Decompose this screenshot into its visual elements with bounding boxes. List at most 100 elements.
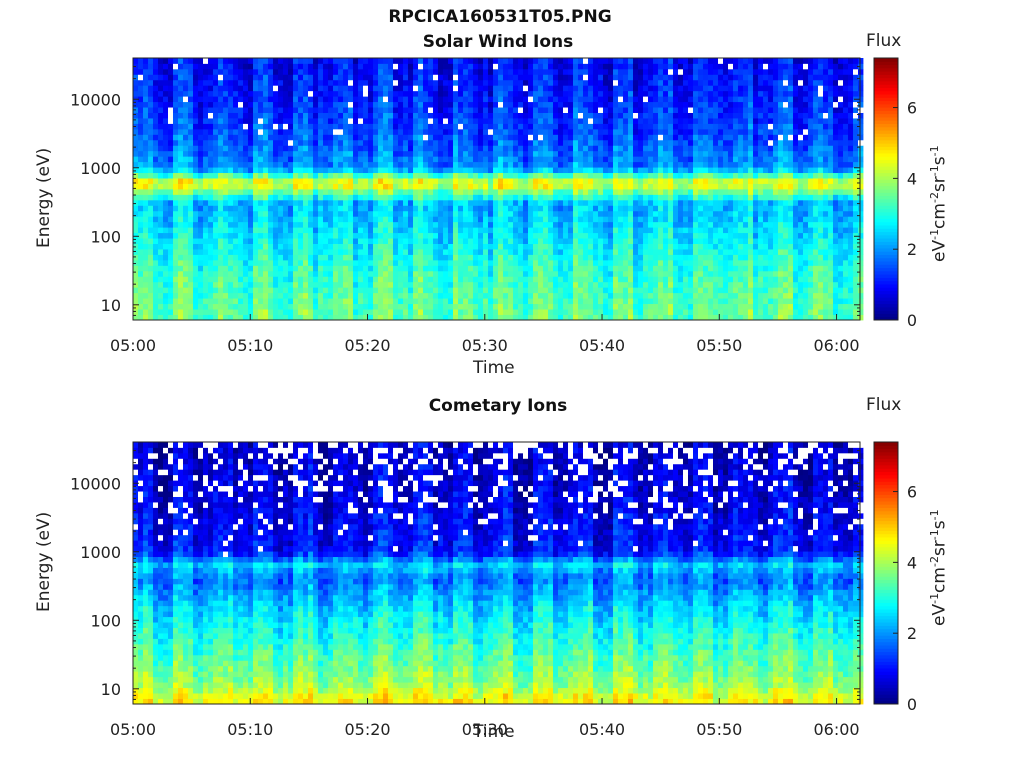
heatmap-cell	[433, 216, 439, 223]
heatmap-cell	[393, 194, 399, 201]
heatmap-cell	[188, 145, 194, 152]
heatmap-cell	[193, 232, 199, 239]
heatmap-cell	[473, 101, 479, 108]
heatmap-cell	[533, 232, 539, 239]
heatmap-cell	[223, 309, 229, 315]
heatmap-cell	[583, 139, 589, 146]
heatmap-cell	[458, 210, 464, 217]
heatmap-cell	[453, 63, 459, 70]
heatmap-cell	[148, 199, 154, 206]
heatmap-cell	[353, 216, 359, 223]
heatmap-cell	[193, 139, 199, 146]
heatmap-cell	[598, 101, 604, 108]
heatmap-cell	[513, 58, 519, 64]
heatmap-cell	[518, 167, 524, 174]
heatmap-cell	[598, 254, 604, 261]
heatmap-cell	[168, 270, 174, 277]
heatmap-cell	[628, 221, 634, 228]
heatmap-cell	[173, 298, 179, 305]
heatmap-cell	[518, 90, 524, 97]
heatmap-cell	[208, 232, 214, 239]
heatmap-cell	[188, 314, 194, 321]
heatmap-cell	[178, 118, 184, 124]
heatmap-cell	[138, 90, 144, 97]
heatmap-cell	[263, 58, 269, 64]
heatmap-cell	[623, 243, 629, 250]
heatmap-cell	[523, 79, 529, 86]
heatmap-cell	[363, 85, 369, 92]
heatmap-cell	[323, 118, 329, 124]
heatmap-cell	[628, 167, 634, 174]
heatmap-cell	[438, 287, 444, 294]
heatmap-cell	[428, 156, 434, 163]
heatmap-cell	[583, 249, 589, 255]
heatmap-cell	[383, 227, 389, 234]
heatmap-cell	[218, 232, 224, 239]
heatmap-cell	[208, 189, 214, 195]
heatmap-cell	[358, 134, 364, 141]
heatmap-cell	[538, 183, 544, 190]
heatmap-cell	[603, 183, 609, 190]
heatmap-cell	[603, 276, 609, 283]
heatmap-cell	[323, 221, 329, 228]
heatmap-cell	[248, 309, 254, 315]
heatmap-cell	[493, 74, 499, 81]
heatmap-cell	[153, 265, 159, 272]
heatmap-cell	[648, 183, 654, 190]
heatmap-cell	[508, 259, 514, 266]
heatmap-cell	[518, 287, 524, 294]
heatmap-cell	[493, 79, 499, 86]
heatmap-cell	[178, 74, 184, 81]
heatmap-cell	[563, 101, 569, 108]
heatmap-cell	[378, 145, 384, 152]
heatmap-cell	[473, 194, 479, 201]
heatmap-cell	[258, 112, 264, 119]
heatmap-cell	[498, 112, 504, 119]
heatmap-cell	[473, 112, 479, 119]
heatmap-cell	[433, 259, 439, 266]
heatmap-cell	[328, 232, 334, 239]
heatmap-cell	[558, 199, 564, 206]
heatmap-cell	[643, 134, 649, 141]
heatmap-cell	[258, 210, 264, 217]
heatmap-cell	[498, 303, 504, 310]
heatmap-cell	[348, 96, 354, 103]
heatmap-cell	[433, 194, 439, 201]
heatmap-cell	[158, 194, 164, 201]
heatmap-cell	[373, 298, 379, 305]
heatmap-cell	[453, 85, 459, 92]
heatmap-cell	[188, 96, 194, 103]
heatmap-cell	[193, 259, 199, 266]
heatmap-cell	[303, 309, 309, 315]
heatmap-cell	[373, 112, 379, 119]
heatmap-cell	[398, 265, 404, 272]
heatmap-cell	[163, 90, 169, 97]
heatmap-cell	[258, 118, 264, 124]
heatmap-cell	[588, 161, 594, 168]
heatmap-cell	[363, 156, 369, 163]
heatmap-cell	[313, 205, 319, 212]
heatmap-cell	[523, 238, 529, 244]
heatmap-cell	[408, 254, 414, 261]
heatmap-cell	[513, 205, 519, 212]
heatmap-cell	[188, 216, 194, 223]
heatmap-cell	[328, 90, 334, 97]
heatmap-cell	[288, 216, 294, 223]
heatmap-cell	[288, 134, 294, 141]
heatmap-cell	[228, 128, 234, 135]
heatmap-cell	[483, 58, 489, 64]
heatmap-cell	[133, 172, 139, 179]
heatmap-cell	[248, 123, 254, 130]
heatmap-cell	[383, 254, 389, 261]
heatmap-cell	[513, 303, 519, 310]
heatmap-cell	[508, 74, 514, 81]
heatmap-cell	[268, 189, 274, 195]
heatmap-cell	[183, 139, 189, 146]
heatmap-cell	[243, 265, 249, 272]
heatmap-cell	[573, 292, 579, 299]
heatmap-cell	[418, 145, 424, 152]
heatmap-cell	[313, 128, 319, 135]
heatmap-cell	[418, 281, 424, 288]
heatmap-cell	[378, 276, 384, 283]
heatmap-cell	[303, 101, 309, 108]
